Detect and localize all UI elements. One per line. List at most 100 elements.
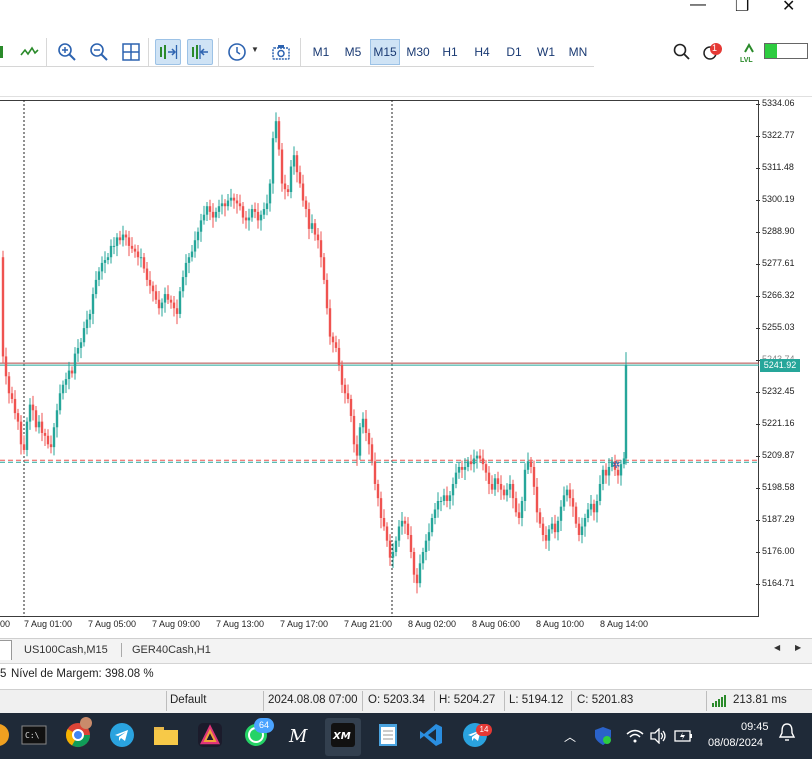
m-app-icon[interactable]: M: [285, 721, 313, 749]
app-partial-icon[interactable]: [0, 721, 12, 749]
tile-windows-icon[interactable]: [118, 39, 144, 65]
candle-body: [16, 413, 20, 422]
price-tick-label: 5232.45: [762, 386, 795, 396]
timeframe-w1[interactable]: W1: [537, 45, 555, 59]
tab-us100cash-m15[interactable]: US100Cash,M15: [24, 644, 108, 656]
candle-body: [547, 529, 551, 541]
candle-body: [229, 197, 233, 201]
candle-body: [457, 466, 461, 473]
candle-body: [40, 421, 44, 433]
price-tick: [756, 456, 760, 457]
zoom-out-icon[interactable]: [86, 39, 112, 65]
candle-body: [553, 523, 557, 533]
candle-body: [604, 469, 608, 476]
candle-body: [139, 257, 143, 259]
clock-icon[interactable]: [224, 39, 250, 65]
candle-body: [307, 209, 311, 229]
candle-body: [424, 540, 428, 552]
candles-icon[interactable]: [0, 39, 12, 65]
candle-body: [550, 523, 554, 530]
candle-body: [211, 211, 215, 218]
chevron-up-icon[interactable]: ︿: [564, 730, 577, 744]
candle-body: [445, 495, 449, 501]
chrome-icon[interactable]: [64, 721, 92, 749]
timeframe-m5[interactable]: M5: [344, 45, 362, 59]
timeframe-mn[interactable]: MN: [568, 45, 588, 59]
bell-icon[interactable]: [778, 722, 796, 747]
chevron-down-icon[interactable]: ▼: [251, 45, 259, 54]
timeframe-m15[interactable]: M15: [370, 39, 400, 65]
shield-icon[interactable]: [594, 726, 612, 749]
zoom-in-icon[interactable]: [54, 39, 80, 65]
price-chart[interactable]: ✲: [0, 100, 759, 617]
candle-body: [73, 353, 77, 374]
folder-icon[interactable]: [152, 721, 180, 749]
candle-body: [346, 393, 350, 399]
price-tick-label: 5322.77: [762, 130, 795, 140]
clock-date[interactable]: 08/08/2024: [708, 737, 764, 749]
candle-body: [352, 415, 356, 445]
price-tick: [756, 264, 760, 265]
candle-body: [103, 260, 107, 263]
search-icon[interactable]: [669, 39, 695, 65]
candle-body: [451, 483, 455, 496]
volume-icon[interactable]: [650, 727, 668, 747]
time-tick-label: 8 Aug 02:00: [408, 619, 457, 629]
telegram-icon[interactable]: [108, 721, 136, 749]
timeframe-m30[interactable]: M30: [406, 45, 430, 59]
affinity-icon[interactable]: [196, 721, 224, 749]
auto-scroll-icon[interactable]: [155, 39, 181, 65]
candle-body: [223, 203, 227, 207]
timeframe-m1[interactable]: M1: [312, 45, 330, 59]
candle-body: [175, 308, 179, 314]
candle-body: [463, 466, 467, 470]
candle-body: [214, 211, 218, 218]
candle-body: [70, 370, 74, 374]
clock-time[interactable]: 09:45: [741, 721, 769, 733]
candle-body: [43, 432, 47, 436]
candle-body: [502, 489, 506, 496]
candle-body: [460, 466, 464, 470]
price-tick: [756, 296, 760, 297]
time-tick-label: 7 Aug 13:00: [216, 619, 265, 629]
time-tick-label: 7 Aug 21:00: [344, 619, 393, 629]
price-tick: [756, 392, 760, 393]
line-chart-icon[interactable]: [16, 39, 42, 65]
candle-body: [10, 393, 14, 399]
terminal-icon[interactable]: C:\: [20, 721, 48, 749]
candle-body: [253, 209, 257, 212]
candle-body: [268, 183, 272, 204]
vscode-icon[interactable]: [417, 721, 445, 749]
close-button[interactable]: ✕: [782, 0, 796, 15]
level-icon[interactable]: LVL: [740, 42, 758, 64]
notepad-icon[interactable]: [374, 721, 402, 749]
price-tick-label: 5209.87: [762, 450, 795, 460]
xm-icon[interactable]: XM: [329, 721, 357, 749]
battery-icon[interactable]: [674, 729, 694, 746]
tabs-scroll-right-icon[interactable]: ▶: [795, 643, 802, 652]
candle-body: [256, 211, 260, 221]
status-close: C: 5201.83: [577, 694, 634, 706]
level-bar: [764, 43, 808, 59]
tabs-scroll-left-icon[interactable]: ◀: [774, 643, 781, 652]
candle-body: [202, 214, 206, 221]
tab-ger40cash-h1[interactable]: GER40Cash,H1: [132, 644, 211, 656]
candle-body: [1, 257, 5, 357]
timeframe-d1[interactable]: D1: [506, 45, 522, 59]
chart-area[interactable]: [0, 100, 759, 617]
candle-body: [559, 506, 563, 521]
screenshot-icon[interactable]: [268, 39, 294, 65]
candle-body: [184, 262, 188, 278]
timeframe-h4[interactable]: H4: [474, 45, 490, 59]
wifi-icon[interactable]: [626, 728, 644, 747]
price-tick-label: 5255.03: [762, 322, 795, 332]
minimize-button[interactable]: —: [690, 0, 706, 13]
svg-text:XM: XM: [332, 731, 351, 742]
candle-body: [82, 328, 86, 343]
chart-shift-icon[interactable]: [187, 39, 213, 65]
maximize-button[interactable]: ❐: [735, 0, 750, 15]
candle-body: [589, 503, 593, 510]
notifications-icon[interactable]: [699, 39, 725, 65]
candle-body: [487, 472, 491, 484]
timeframe-h1[interactable]: H1: [442, 45, 458, 59]
